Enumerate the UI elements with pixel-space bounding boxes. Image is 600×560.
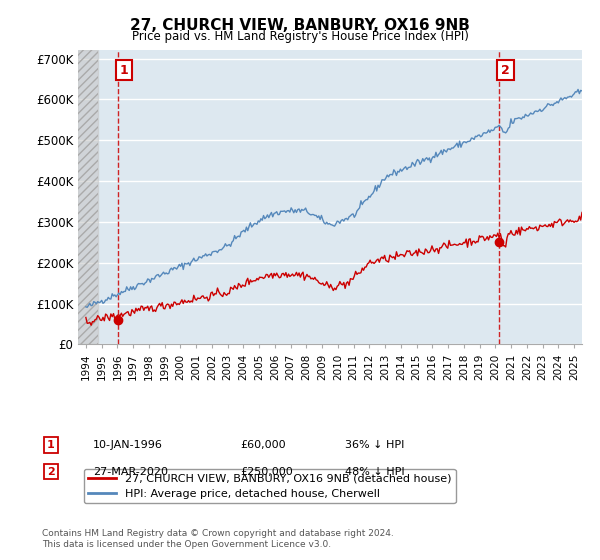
Text: 2: 2	[501, 63, 510, 77]
Bar	[78, 50, 98, 344]
Text: £250,000: £250,000	[240, 466, 293, 477]
Text: 27-MAR-2020: 27-MAR-2020	[93, 466, 168, 477]
Text: 1: 1	[120, 63, 128, 77]
Text: 36% ↓ HPI: 36% ↓ HPI	[345, 440, 404, 450]
Text: Price paid vs. HM Land Registry's House Price Index (HPI): Price paid vs. HM Land Registry's House …	[131, 30, 469, 43]
Text: £60,000: £60,000	[240, 440, 286, 450]
Bar	[78, 50, 98, 344]
Text: Contains HM Land Registry data © Crown copyright and database right 2024.
This d: Contains HM Land Registry data © Crown c…	[42, 529, 394, 549]
Text: 27, CHURCH VIEW, BANBURY, OX16 9NB: 27, CHURCH VIEW, BANBURY, OX16 9NB	[130, 18, 470, 33]
Legend: 27, CHURCH VIEW, BANBURY, OX16 9NB (detached house), HPI: Average price, detache: 27, CHURCH VIEW, BANBURY, OX16 9NB (deta…	[83, 469, 455, 503]
Text: 2: 2	[47, 466, 55, 477]
Text: 48% ↓ HPI: 48% ↓ HPI	[345, 466, 404, 477]
Text: 1: 1	[47, 440, 55, 450]
Text: 10-JAN-1996: 10-JAN-1996	[93, 440, 163, 450]
